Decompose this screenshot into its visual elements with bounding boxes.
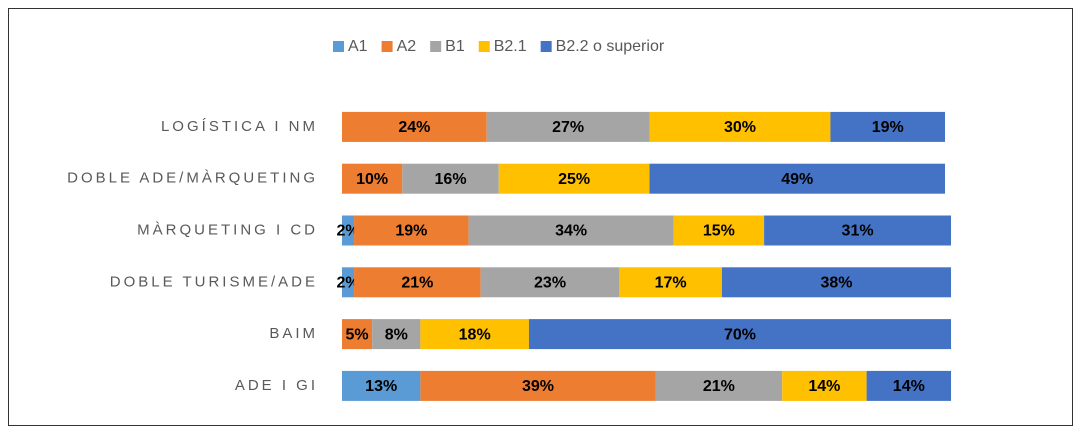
bar-segment <box>342 319 373 350</box>
bar-segment <box>342 215 355 246</box>
data-label: 15% <box>703 223 735 240</box>
bar-segment <box>480 267 620 298</box>
bar-segment <box>354 267 481 298</box>
bar-segment <box>468 215 674 246</box>
data-label: 10% <box>356 171 388 188</box>
data-label: 39% <box>522 378 554 395</box>
bar-segment <box>402 163 499 194</box>
data-label: 23% <box>534 275 566 292</box>
bar-segment <box>528 319 952 350</box>
legend-label: B2.1 <box>494 38 527 55</box>
bar-segment <box>673 215 765 246</box>
data-label: 27% <box>552 119 584 136</box>
data-label: 17% <box>655 275 687 292</box>
bar-segment <box>764 215 952 246</box>
data-label: 2% <box>336 275 359 292</box>
bar-segment <box>782 370 867 401</box>
bar-segment <box>866 370 952 401</box>
bar-segment <box>420 370 656 401</box>
data-label: 24% <box>398 119 430 136</box>
bar-segment <box>342 111 487 142</box>
data-label: 19% <box>872 119 904 136</box>
data-label: 70% <box>724 326 756 343</box>
bar-segment <box>649 163 945 194</box>
data-label: 25% <box>558 171 590 188</box>
data-label: 14% <box>893 378 925 395</box>
bar-segment <box>649 111 831 142</box>
data-label: 16% <box>435 171 467 188</box>
data-label: 18% <box>459 326 491 343</box>
y-tick-label: DOBLE TURISME/ADE <box>110 273 318 290</box>
legend-swatch <box>381 41 393 52</box>
data-label: 19% <box>395 223 427 240</box>
legend-label: A2 <box>397 38 417 55</box>
data-label: 49% <box>781 171 813 188</box>
bar-segment <box>655 370 783 401</box>
data-label: 8% <box>385 326 408 343</box>
data-label: 30% <box>724 119 756 136</box>
data-label: 34% <box>555 223 587 240</box>
y-tick-label: ADE I GI <box>235 377 318 394</box>
data-label: 21% <box>703 378 735 395</box>
data-label: 31% <box>842 223 874 240</box>
bar-segment <box>342 370 421 401</box>
legend-label: B1 <box>445 38 465 55</box>
data-label: 5% <box>346 326 369 343</box>
bar-segment <box>372 319 421 350</box>
legend-swatch <box>478 41 490 52</box>
y-tick-label: BAIM <box>269 325 318 342</box>
bar-segment <box>830 111 945 142</box>
data-label: 38% <box>820 275 852 292</box>
y-tick-label: MÀRQUETING I CD <box>137 221 318 238</box>
bar-segment <box>420 319 529 350</box>
legend-swatch <box>430 41 442 52</box>
bar-segment <box>486 111 650 142</box>
legend-swatch <box>540 41 552 52</box>
bar-segment <box>342 267 355 298</box>
data-label: 21% <box>401 275 433 292</box>
legend-swatch <box>333 41 344 52</box>
data-label: 14% <box>808 378 840 395</box>
data-label: 2% <box>336 223 359 240</box>
bar-segment <box>619 267 722 298</box>
data-label: 13% <box>365 378 397 395</box>
legend-label: A1 <box>348 38 368 55</box>
y-tick-label: LOGÍSTICA I NM <box>161 118 318 135</box>
y-tick-label: DOBLE ADE/MÀRQUETING <box>67 170 318 187</box>
bar-segment <box>342 163 403 194</box>
bar-segment <box>721 267 952 298</box>
legend-label: B2.2 o superior <box>556 38 665 55</box>
bar-segment <box>354 215 469 246</box>
bar-segment <box>498 163 650 194</box>
